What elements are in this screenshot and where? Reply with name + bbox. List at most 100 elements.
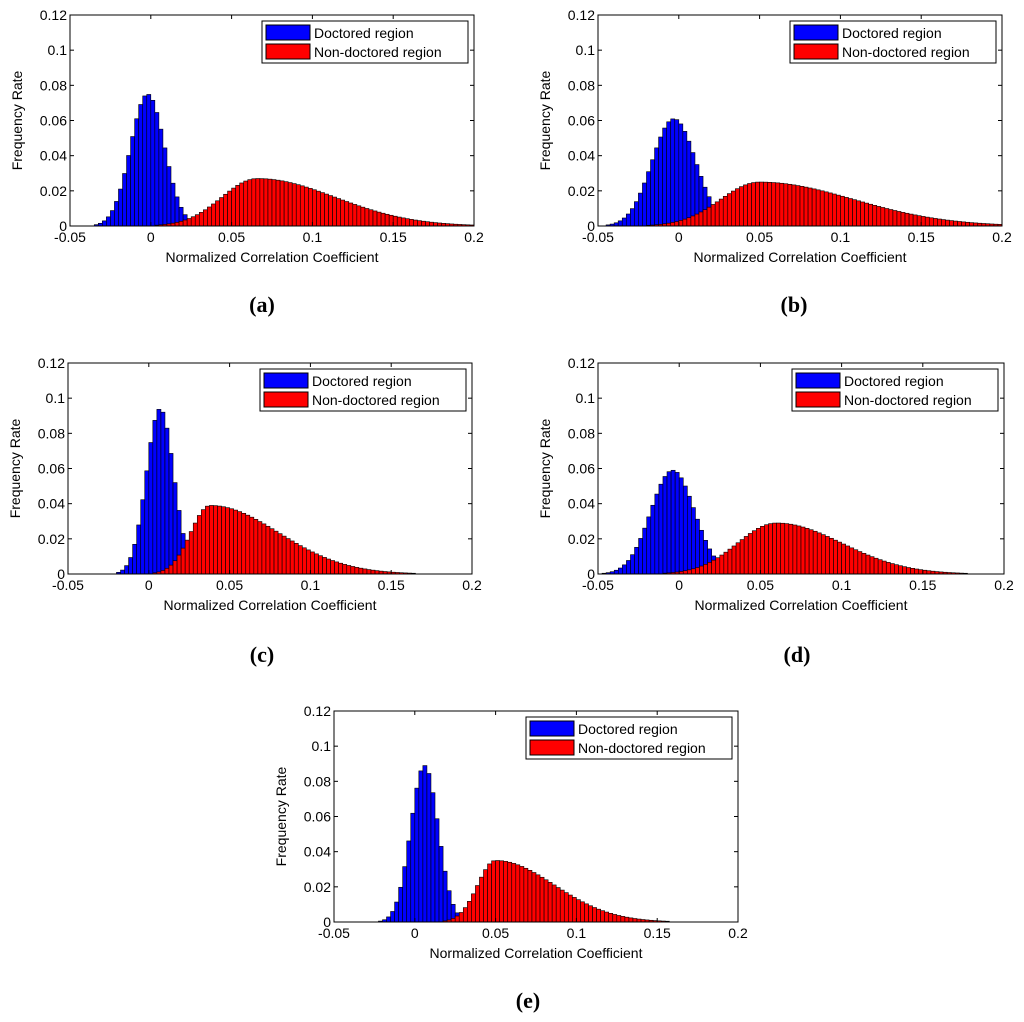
histogram-bar (394, 901, 399, 923)
histogram-bar (759, 181, 764, 227)
histogram-bar (320, 192, 325, 227)
histogram-bar (642, 527, 648, 575)
histogram-bar (853, 549, 859, 575)
x-tick-label: 0.1 (301, 577, 321, 593)
histogram-bar (543, 879, 549, 923)
chart-panel-e: -0.05 0 0.05 0.1 0.15 0.200.020.040.060.080.1… (273, 703, 748, 1013)
histogram-bar (190, 216, 196, 227)
histogram-bar (413, 219, 418, 227)
histogram-bar (247, 179, 253, 227)
histogram-bar (682, 218, 688, 227)
histogram-bar (739, 539, 745, 575)
histogram-bar (277, 533, 283, 575)
histogram-bar (446, 890, 452, 923)
y-tick-label: 0.12 (38, 355, 65, 371)
x-tick-label: 0.1 (303, 229, 323, 245)
histogram-bar (625, 213, 631, 227)
histogram-bar (523, 867, 529, 923)
histogram-bar (682, 485, 688, 575)
panel-caption: (a) (249, 292, 275, 317)
histogram-bar (148, 442, 154, 575)
histogram-bar (779, 182, 785, 227)
histogram-bar (617, 220, 623, 227)
histogram-bar (162, 147, 168, 227)
histogram-bar (804, 528, 810, 575)
histogram-bar (332, 196, 337, 227)
histogram-bar (881, 560, 887, 575)
histogram-bar (134, 118, 139, 227)
histogram-bar (884, 208, 890, 227)
y-tick-label: 0.1 (312, 738, 332, 754)
histogram-bar (768, 523, 773, 575)
histogram-bar (302, 547, 307, 575)
histogram-bar (707, 562, 712, 575)
x-tick-label: 0 (675, 229, 683, 245)
histogram-bar (949, 220, 954, 227)
histogram-bar (152, 420, 158, 575)
histogram-bar (328, 195, 333, 227)
histogram-bar (890, 563, 895, 575)
y-tick-label: 0.1 (46, 390, 66, 406)
histogram-bar (405, 218, 410, 227)
histogram-bar (352, 204, 358, 227)
y-tick-label: 0.08 (304, 773, 331, 789)
histogram-bar (678, 220, 684, 227)
histogram-bar (178, 220, 184, 227)
y-tick-label: 0.02 (38, 531, 65, 547)
histogram-bar (527, 869, 533, 923)
legend-swatch (795, 391, 841, 408)
x-tick-label: 0 (675, 577, 683, 593)
histogram-bar (174, 222, 180, 227)
series-non-doctored (442, 860, 670, 923)
histogram-bar (235, 185, 240, 227)
histogram-bar (308, 188, 313, 227)
y-tick-label: 0.04 (568, 148, 595, 164)
legend-entry: Doctored region (578, 721, 678, 737)
histogram-bar (555, 887, 561, 923)
histogram-bar (229, 508, 234, 575)
legend: Doctored region Non-doctored region (789, 20, 997, 64)
histogram-bar (800, 526, 806, 575)
histogram-bar (760, 525, 765, 575)
histogram-bar (283, 181, 289, 227)
histogram-bar (418, 770, 424, 923)
histogram-bar (823, 191, 829, 227)
histogram-bar (873, 557, 879, 575)
histogram-bar (314, 553, 319, 575)
y-tick-label: 0.1 (48, 42, 68, 58)
x-tick-label: 0.1 (832, 577, 852, 593)
histogram-bar (219, 197, 224, 227)
histogram-bar (711, 559, 717, 575)
histogram-bar (900, 212, 906, 227)
y-tick-label: 0.04 (38, 496, 65, 512)
histogram-bar (356, 205, 362, 227)
histogram-bar (791, 184, 797, 227)
panel-caption: (e) (516, 988, 540, 1013)
histogram-bar (860, 201, 865, 227)
histogram-bar (406, 840, 412, 923)
histogram-bar (695, 567, 700, 575)
histogram-bar (628, 917, 634, 923)
histogram-bar (326, 558, 331, 575)
histogram-bar (102, 220, 107, 227)
histogram-bar (259, 178, 265, 227)
histogram-bar (674, 221, 680, 227)
x-tick-label: 0.05 (218, 229, 245, 245)
histogram-bar (833, 539, 838, 575)
x-tick-label: 0.05 (746, 229, 773, 245)
histogram-bar (475, 885, 480, 923)
histogram-bar (539, 876, 545, 923)
histogram-bar (172, 560, 178, 575)
histogram-bar (612, 914, 618, 923)
histogram-bar (150, 99, 156, 227)
histogram-bar (344, 201, 350, 227)
histogram-bar (142, 95, 148, 227)
histogram-bar (215, 200, 220, 227)
histogram-bar (342, 564, 348, 575)
histogram-bar (799, 186, 805, 227)
y-tick-label: 0.12 (40, 7, 67, 23)
histogram-bar (691, 507, 696, 575)
histogram-bar (658, 136, 663, 227)
histogram-bar (630, 554, 635, 575)
x-tick-label: 0 (147, 229, 155, 245)
